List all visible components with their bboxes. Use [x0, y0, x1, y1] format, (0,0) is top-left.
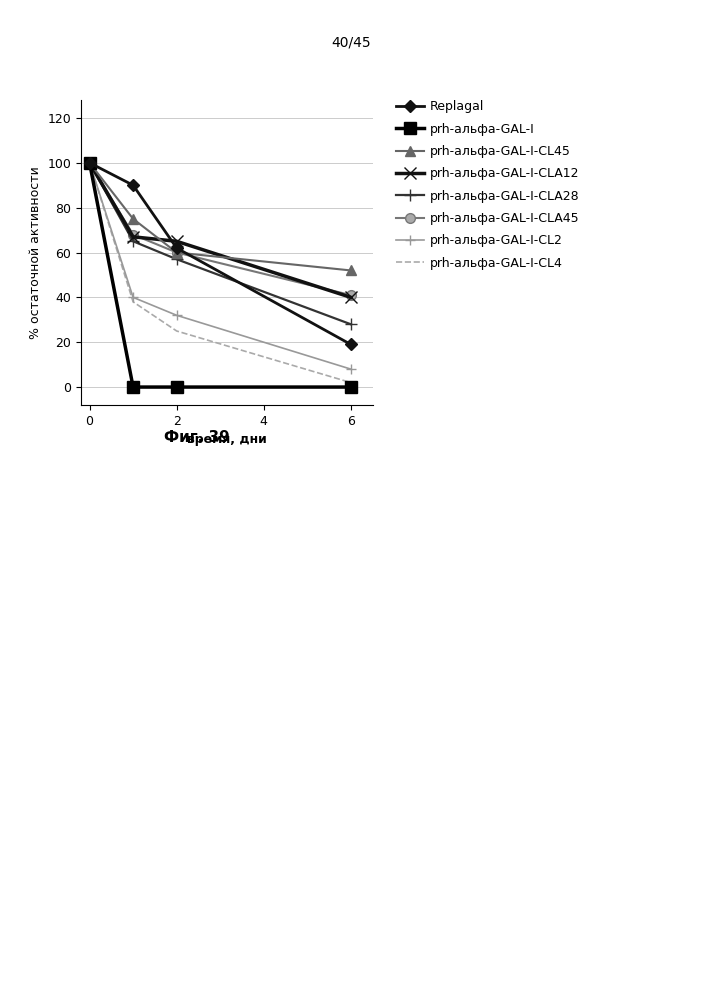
Replagal — [172, 242, 181, 254]
Text: 40/45: 40/45 — [332, 35, 371, 49]
prh-альфа-GAL-I — [347, 381, 355, 393]
X-axis label: время, дни: время, дни — [187, 433, 266, 446]
prh-альфа-GAL-I-CLA28 — [129, 235, 137, 247]
Line: prh-альфа-GAL-I-CL4: prh-альфа-GAL-I-CL4 — [89, 163, 351, 383]
prh-альфа-GAL-I-CLA45 — [347, 289, 355, 301]
Line: prh-альфа-GAL-I-CLA45: prh-альфа-GAL-I-CLA45 — [84, 158, 356, 300]
prh-альфа-GAL-I-CL2 — [172, 309, 181, 321]
prh-альфа-GAL-I-CL45 — [172, 247, 181, 259]
Line: prh-альфа-GAL-I-CLA28: prh-альфа-GAL-I-CLA28 — [83, 157, 357, 331]
prh-альфа-GAL-I-CLA12 — [347, 291, 355, 303]
prh-альфа-GAL-I-CLA12 — [85, 157, 93, 169]
prh-альфа-GAL-I-CLA12 — [172, 235, 181, 247]
prh-альфа-GAL-I-CLA28 — [85, 157, 93, 169]
prh-альфа-GAL-I-CL45 — [85, 157, 93, 169]
prh-альфа-GAL-I-CL4 — [172, 325, 181, 337]
prh-альфа-GAL-I-CL45 — [347, 264, 355, 276]
Line: prh-альфа-GAL-I: prh-альфа-GAL-I — [83, 157, 357, 393]
prh-альфа-GAL-I-CLA45 — [85, 157, 93, 169]
prh-альфа-GAL-I — [129, 381, 137, 393]
prh-альфа-GAL-I-CLA28 — [172, 253, 181, 265]
Y-axis label: % остаточной активности: % остаточной активности — [29, 166, 41, 339]
Line: prh-альфа-GAL-I-CL45: prh-альфа-GAL-I-CL45 — [84, 158, 356, 275]
Legend: Replagal, prh-альфа-GAL-I, prh-альфа-GAL-I-CL45, prh-альфа-GAL-I-CLA12, prh-альф: Replagal, prh-альфа-GAL-I, prh-альфа-GAL… — [396, 100, 580, 270]
prh-альфа-GAL-I-CL45 — [129, 213, 137, 225]
prh-альфа-GAL-I-CL2 — [85, 157, 93, 169]
prh-альфа-GAL-I-CL4 — [129, 296, 137, 308]
Line: prh-альфа-GAL-I-CL2: prh-альфа-GAL-I-CL2 — [84, 158, 356, 374]
Replagal — [347, 338, 355, 350]
prh-альфа-GAL-I-CL4 — [85, 157, 93, 169]
prh-альфа-GAL-I-CL2 — [347, 363, 355, 375]
prh-альфа-GAL-I-CL4 — [347, 377, 355, 389]
prh-альфа-GAL-I-CLA12 — [129, 231, 137, 243]
Replagal — [85, 157, 93, 169]
Replagal — [129, 179, 137, 191]
Line: Replagal: Replagal — [85, 159, 355, 349]
Text: Фиг. 39: Фиг. 39 — [164, 430, 230, 445]
Line: prh-альфа-GAL-I-CLA12: prh-альфа-GAL-I-CLA12 — [84, 157, 356, 303]
prh-альфа-GAL-I — [172, 381, 181, 393]
prh-альфа-GAL-I-CLA45 — [172, 247, 181, 259]
prh-альфа-GAL-I-CL2 — [129, 291, 137, 303]
prh-альфа-GAL-I — [85, 157, 93, 169]
prh-альфа-GAL-I-CLA28 — [347, 318, 355, 330]
prh-альфа-GAL-I-CLA45 — [129, 229, 137, 241]
